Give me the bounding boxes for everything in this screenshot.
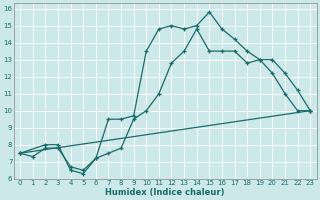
X-axis label: Humidex (Indice chaleur): Humidex (Indice chaleur) bbox=[106, 188, 225, 197]
